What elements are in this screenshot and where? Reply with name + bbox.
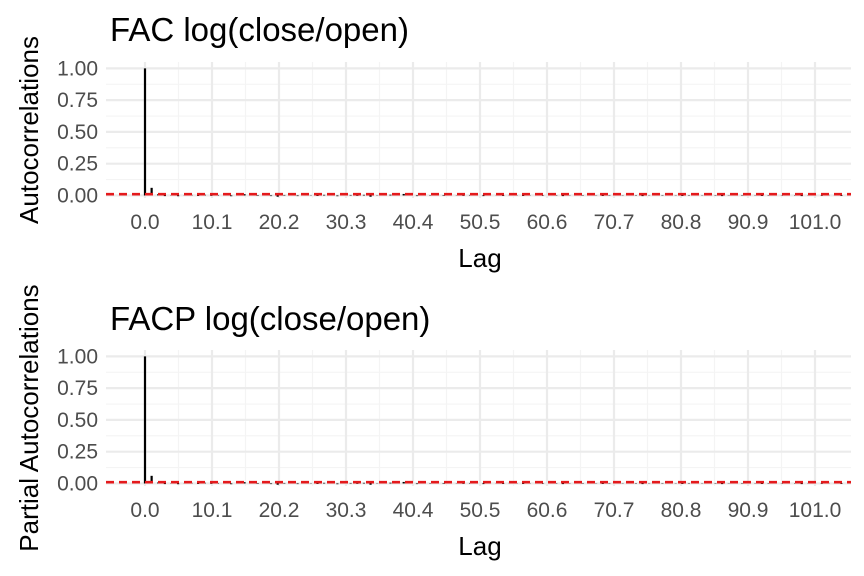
acf-x-tick-label: 90.9 [728,211,769,234]
acf-x-tick-label: 80.8 [661,211,702,234]
acf-x-tick-label: 70.7 [594,211,635,234]
pacf-y-ticks: 0.00 0.25 0.50 0.75 1.00 [57,345,98,495]
pacf-y-axis-label: Partial Autocorrelations [14,284,44,551]
pacf-x-ticks: 0.0 10.1 20.2 30.3 40.4 50.5 60.6 70.7 80.8 90.9 1… [130,499,841,522]
pacf-x-tick-label: 60.6 [527,499,568,522]
acf-x-tick-label: 40.4 [393,211,434,234]
pacf-y-tick-label: 0.75 [57,377,98,400]
pacf-x-tick-label: 101.0 [789,499,842,522]
pacf-x-tick-label: 50.5 [460,499,501,522]
acf-y-tick-label: 0.75 [57,89,98,112]
pacf-x-axis-label: Lag [458,531,501,561]
acf-x-tick-label: 10.1 [192,211,233,234]
acf-x-tick-label: 30.3 [326,211,367,234]
pacf-x-tick-label: 0.0 [130,499,159,522]
pacf-y-tick-label: 1.00 [57,345,98,368]
acf-y-ticks: 0.00 0.25 0.50 0.75 1.00 [57,57,98,207]
pacf-x-tick-label: 40.4 [393,499,434,522]
acf-x-ticks: 0.0 10.1 20.2 30.3 40.4 50.5 60.6 70.7 80.8 90.9 1… [130,211,841,234]
pacf-gridlines [106,350,851,486]
pacf-y-tick-label: 0.25 [57,441,98,464]
pacf-x-tick-label: 10.1 [192,499,233,522]
pacf-y-tick-label: 0.00 [57,472,98,495]
acf-x-tick-label: 0.0 [130,211,159,234]
acf-y-tick-label: 0.00 [57,184,98,207]
pacf-y-tick-label: 0.50 [57,409,98,432]
acf-y-tick-label: 0.25 [57,153,98,176]
acf-y-axis-label: Autocorrelations [14,36,44,224]
acf-gridlines [106,62,851,198]
acf-x-tick-label: 60.6 [527,211,568,234]
pacf-x-tick-label: 90.9 [728,499,769,522]
acf-y-tick-label: 0.50 [57,121,98,144]
pacf-x-tick-label: 20.2 [259,499,300,522]
pacf-x-tick-label: 80.8 [661,499,702,522]
acf-x-tick-label: 101.0 [789,211,842,234]
acf-y-tick-label: 1.00 [57,57,98,80]
pacf-panel: FACP log(close/open) 0.00 0.25 0.50 0.75 1.0… [14,284,851,561]
pacf-title: FACP log(close/open) [110,300,430,337]
acf-x-axis-label: Lag [458,243,501,273]
pacf-x-tick-label: 30.3 [326,499,367,522]
acf-x-tick-label: 50.5 [460,211,501,234]
acf-title: FAC log(close/open) [110,11,409,48]
acf-panel: FAC log(close/open) 0.00 0.25 0.50 0.75 1.00… [14,11,851,273]
pacf-x-tick-label: 70.7 [594,499,635,522]
acf-x-tick-label: 20.2 [259,211,300,234]
